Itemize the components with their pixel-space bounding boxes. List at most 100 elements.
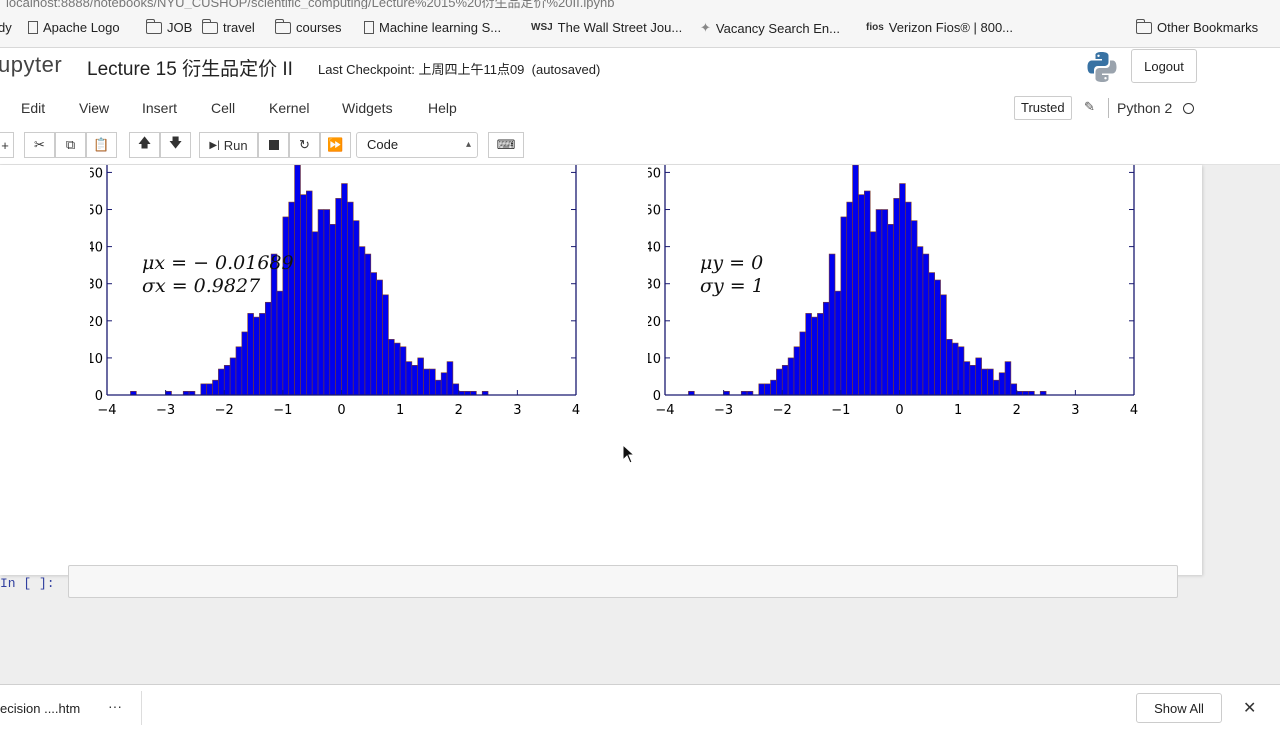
histogram-bar [852, 165, 859, 396]
copy-button[interactable]: ⧉ [55, 132, 86, 158]
x-tick-label: 0 [337, 403, 345, 418]
download-file-name[interactable]: ecision ....htm [0, 701, 81, 716]
histogram-bar [969, 365, 977, 396]
interrupt-button[interactable] [258, 132, 289, 158]
menu-view[interactable]: View [79, 100, 110, 116]
histogram-bar [218, 368, 225, 396]
histogram-bar [323, 209, 331, 396]
paste-button[interactable]: 📋 [86, 132, 117, 158]
histogram-bar [1010, 383, 1018, 396]
histogram-bar [364, 253, 372, 396]
bookmark-folder[interactable]: courses [274, 18, 342, 35]
bookmark-item[interactable]: Machine learning S... [364, 20, 501, 35]
menu-help[interactable]: Help [428, 100, 457, 116]
bookmark-item[interactable]: WSJ The Wall Street Jou... [531, 20, 683, 35]
menu-edit[interactable]: Edit [21, 100, 46, 116]
histogram-bar [235, 346, 243, 396]
cell-type-select[interactable]: Code ▴ [356, 132, 478, 158]
jupyter-logo[interactable]: upyter [0, 52, 63, 77]
x-tick-label: −3 [714, 403, 733, 418]
arrow-up-icon: 🡅 [137, 135, 152, 150]
histogram-bar [864, 190, 871, 396]
bookmark-item[interactable]: ✦ Vacancy Search En... [700, 20, 840, 36]
edit-mode-pencil-icon: ✎ [1084, 99, 1095, 114]
folder-icon [145, 18, 162, 34]
histogram-bar [987, 368, 994, 396]
scissors-icon: ✂ [34, 137, 45, 152]
menu-kernel[interactable]: Kernel [269, 100, 310, 116]
histogram-bar [253, 316, 260, 396]
histogram-bar [899, 183, 906, 396]
histogram-bar [329, 224, 336, 396]
show-all-button[interactable]: Show All [1136, 693, 1222, 723]
run-label: Run [223, 137, 248, 153]
x-tick-label: 1 [396, 403, 404, 418]
trusted-indicator[interactable]: Trusted [1014, 96, 1072, 120]
command-palette-button[interactable]: ⌨ [488, 132, 524, 158]
bookmark-item[interactable]: Apache Logo [28, 20, 120, 35]
menu-widgets[interactable]: Widgets [342, 100, 393, 116]
bookmark-folder[interactable]: JOB [145, 18, 192, 35]
histogram-bar [358, 246, 366, 396]
histogram-bar [223, 365, 231, 396]
restart-run-all-button[interactable]: ⏩ [320, 132, 351, 158]
histogram-bar [434, 379, 442, 396]
x-tick-label: −1 [273, 403, 292, 418]
wsj-icon: WSJ [531, 22, 553, 33]
x-tick-label: −4 [655, 403, 674, 418]
histogram-bar [241, 331, 248, 396]
bookmark-item[interactable]: fios Verizon Fios® | 800... [866, 20, 1014, 35]
histogram-bar [928, 272, 935, 396]
y-tick-label: 30 [90, 278, 103, 293]
histogram-bar [881, 209, 889, 396]
insert-cell-button[interactable]: + [0, 132, 14, 158]
y-tick-label: 0 [95, 389, 103, 404]
url-text: localhost:8888/notebooks/NYU_CUSHOP/scie… [6, 0, 615, 9]
bookmark-folder[interactable]: Other Bookmarks [1135, 18, 1258, 35]
histogram-bar [981, 368, 988, 396]
histogram-bar [300, 194, 307, 396]
bookmarks-bar: dy Apache Logo JOB travel courses Machin… [0, 9, 1280, 48]
menu-cell[interactable]: Cell [211, 100, 236, 116]
code-cell-input[interactable] [68, 565, 1178, 598]
y-tick-label: 20 [648, 315, 661, 330]
input-prompt: In [ ]: [0, 576, 55, 591]
notebook-title[interactable]: Lecture 15 衍生品定价 II [87, 59, 293, 80]
histogram-bar [229, 357, 237, 396]
histogram-bar [934, 279, 941, 396]
y-tick-label: 30 [648, 278, 661, 293]
y-tick-label: 60 [90, 166, 103, 181]
arrow-down-icon: 🡇 [168, 135, 183, 150]
move-down-button[interactable]: 🡇 [160, 132, 191, 158]
histogram-bar [452, 383, 460, 396]
histogram-bar [440, 372, 448, 396]
bookmark-item[interactable]: dy [0, 20, 12, 35]
url-bar[interactable]: localhost:8888/notebooks/NYU_CUSHOP/scie… [0, 0, 1280, 9]
menu-insert[interactable]: Insert [142, 100, 178, 116]
x-tick-label: 3 [513, 403, 521, 418]
histogram-bar [758, 383, 765, 396]
histogram-bar [347, 201, 354, 396]
checkpoint-text: Last Checkpoint: 上周四上午11点09 [318, 62, 525, 77]
bookmark-folder[interactable]: travel [201, 18, 255, 35]
move-up-button[interactable]: 🡅 [129, 132, 160, 158]
histogram-bar [875, 209, 883, 396]
fast-forward-icon: ⏩ [327, 137, 344, 152]
kernel-name[interactable]: Python 2 [1117, 100, 1173, 116]
y-tick-label: 0 [653, 389, 661, 404]
folder-icon [201, 18, 218, 34]
run-button[interactable]: ▶| Run [199, 132, 258, 158]
histogram-bar [429, 368, 436, 396]
histogram-bar [822, 301, 830, 396]
x-tick-label: −4 [97, 403, 116, 418]
histogram-bar [423, 368, 430, 396]
restart-button[interactable]: ↻ [289, 132, 320, 158]
cut-button[interactable]: ✂ [24, 132, 55, 158]
histogram-bar [399, 346, 407, 396]
more-options-icon[interactable]: ··· [108, 698, 122, 714]
logout-button[interactable]: Logout [1131, 49, 1197, 83]
close-icon[interactable]: ✕ [1243, 700, 1257, 717]
x-tick-label: 4 [572, 403, 580, 418]
cell-type-value: Code [367, 137, 399, 152]
